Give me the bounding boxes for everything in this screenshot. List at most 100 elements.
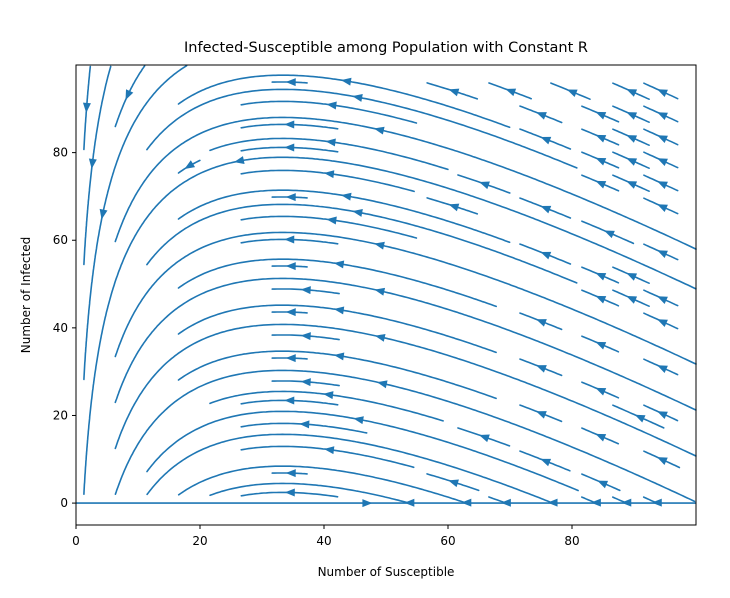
streamline-arrow (540, 251, 552, 260)
chart-title: Infected-Susceptible among Population wi… (184, 40, 588, 56)
streamline-arrow (595, 387, 607, 396)
streamline-arrow (626, 89, 638, 97)
streamline-arrow (284, 235, 295, 244)
streamline-arrow (352, 93, 363, 102)
streamline-arrow (299, 420, 310, 429)
streamline-arrow (376, 380, 388, 389)
streamline-arrow (333, 306, 345, 315)
streamline-arrow (325, 138, 336, 147)
streamline-arrow (284, 488, 295, 497)
streamline-arrow (657, 250, 668, 259)
streamline-arrow (285, 262, 296, 271)
streamline-arrow (300, 332, 311, 341)
y-tick-label: 40 (53, 321, 68, 335)
plot-area (75, 64, 697, 526)
streamline-arrow (448, 479, 459, 488)
streamline-arrow (536, 411, 547, 419)
streamline-arrows (82, 77, 668, 508)
streamline-arrow (352, 209, 363, 217)
streamline-arrow (353, 416, 364, 425)
streamline-arrow (626, 112, 638, 120)
streamline-arrow (373, 126, 385, 135)
streamline-arrow (285, 193, 296, 202)
y-axis-ticks: 0 20 40 60 80 (53, 146, 76, 510)
streamline-arrow (595, 134, 607, 143)
streamline-arrow (547, 498, 558, 507)
x-tick-label: 80 (564, 534, 579, 548)
streamline-arrow (657, 319, 668, 328)
streamline-arrow (284, 396, 295, 405)
axes-frame (75, 64, 697, 526)
nullcline-arrow (362, 499, 373, 508)
streamline-arrow (82, 102, 91, 113)
streamline-arrow (333, 352, 345, 361)
x-tick-label: 0 (72, 534, 80, 548)
streamline-arrow (374, 333, 386, 342)
y-tick-label: 0 (60, 496, 68, 510)
streamline-arrow (323, 170, 335, 179)
streamline-arrow (233, 156, 245, 164)
streamline-arrow (595, 341, 607, 350)
streamline-arrow (621, 498, 632, 507)
streamline-arrow (634, 414, 646, 423)
streamline-arrow (404, 498, 415, 507)
streamline-arrow (536, 112, 547, 120)
y-axis-label: Number of Infected (19, 237, 33, 353)
streamline-arrow (540, 205, 552, 214)
streamline-arrow (540, 136, 552, 145)
streamline-arrow (657, 89, 668, 98)
streamline-arrow (285, 308, 296, 317)
streamline-arrow (595, 295, 607, 304)
streamline-arrow (505, 88, 517, 97)
streamline-arrow (461, 498, 472, 507)
streamline-arrow (341, 77, 352, 86)
streamline-arrow (657, 204, 668, 213)
streamline-arrow (566, 89, 578, 98)
streamline-arrow (88, 158, 97, 169)
streamline-arrow (657, 457, 668, 465)
streamline-arrow (536, 319, 547, 327)
streamline-arrow (326, 101, 337, 110)
y-tick-label: 20 (53, 408, 68, 422)
streamline-arrow (448, 203, 460, 212)
streamline-arrow (479, 434, 490, 443)
streamline-arrow (657, 112, 668, 121)
streamline-arrow (626, 273, 638, 281)
streamline-arrow (285, 469, 296, 478)
streamline-arrow (657, 181, 668, 190)
streamline-arrow (536, 365, 547, 373)
streamline-arrow (448, 88, 460, 97)
streamline-arrow (540, 458, 552, 467)
streamline-arrow (326, 216, 337, 225)
streamline-arrow (284, 120, 295, 129)
x-axis-ticks: 0 20 40 60 80 (72, 525, 580, 548)
streamline-arrow (657, 135, 668, 144)
axes-background (76, 65, 696, 525)
streamline-arrow (657, 296, 668, 305)
streamline-arrow (657, 365, 668, 373)
x-tick-label: 20 (192, 534, 207, 548)
streamline-arrow (300, 378, 311, 387)
streamline-arrow (374, 287, 386, 296)
streamline-arrow (595, 433, 607, 442)
streamline-arrow (604, 230, 615, 239)
streamline-arrow (285, 78, 296, 87)
streamline-arrow (341, 192, 352, 201)
streamline-arrow (651, 498, 662, 507)
x-axis-label: Number of Susceptible (318, 565, 455, 579)
streamline-arrow (626, 135, 638, 143)
x-tick-label: 60 (440, 534, 455, 548)
streamline-arrow (333, 260, 345, 269)
x-tick-label: 40 (316, 534, 331, 548)
streamline-arrow (323, 391, 334, 400)
streamline-arrow (595, 180, 607, 189)
streamline-arrow (285, 354, 296, 363)
streamline-arrow (125, 89, 134, 101)
streamline-arrow (479, 181, 490, 190)
streamline-arrow (595, 111, 607, 120)
streamline-arrow (184, 160, 196, 169)
streamline-arrow (626, 181, 638, 189)
y-tick-label: 60 (53, 233, 68, 247)
y-tick-label: 80 (53, 146, 68, 160)
